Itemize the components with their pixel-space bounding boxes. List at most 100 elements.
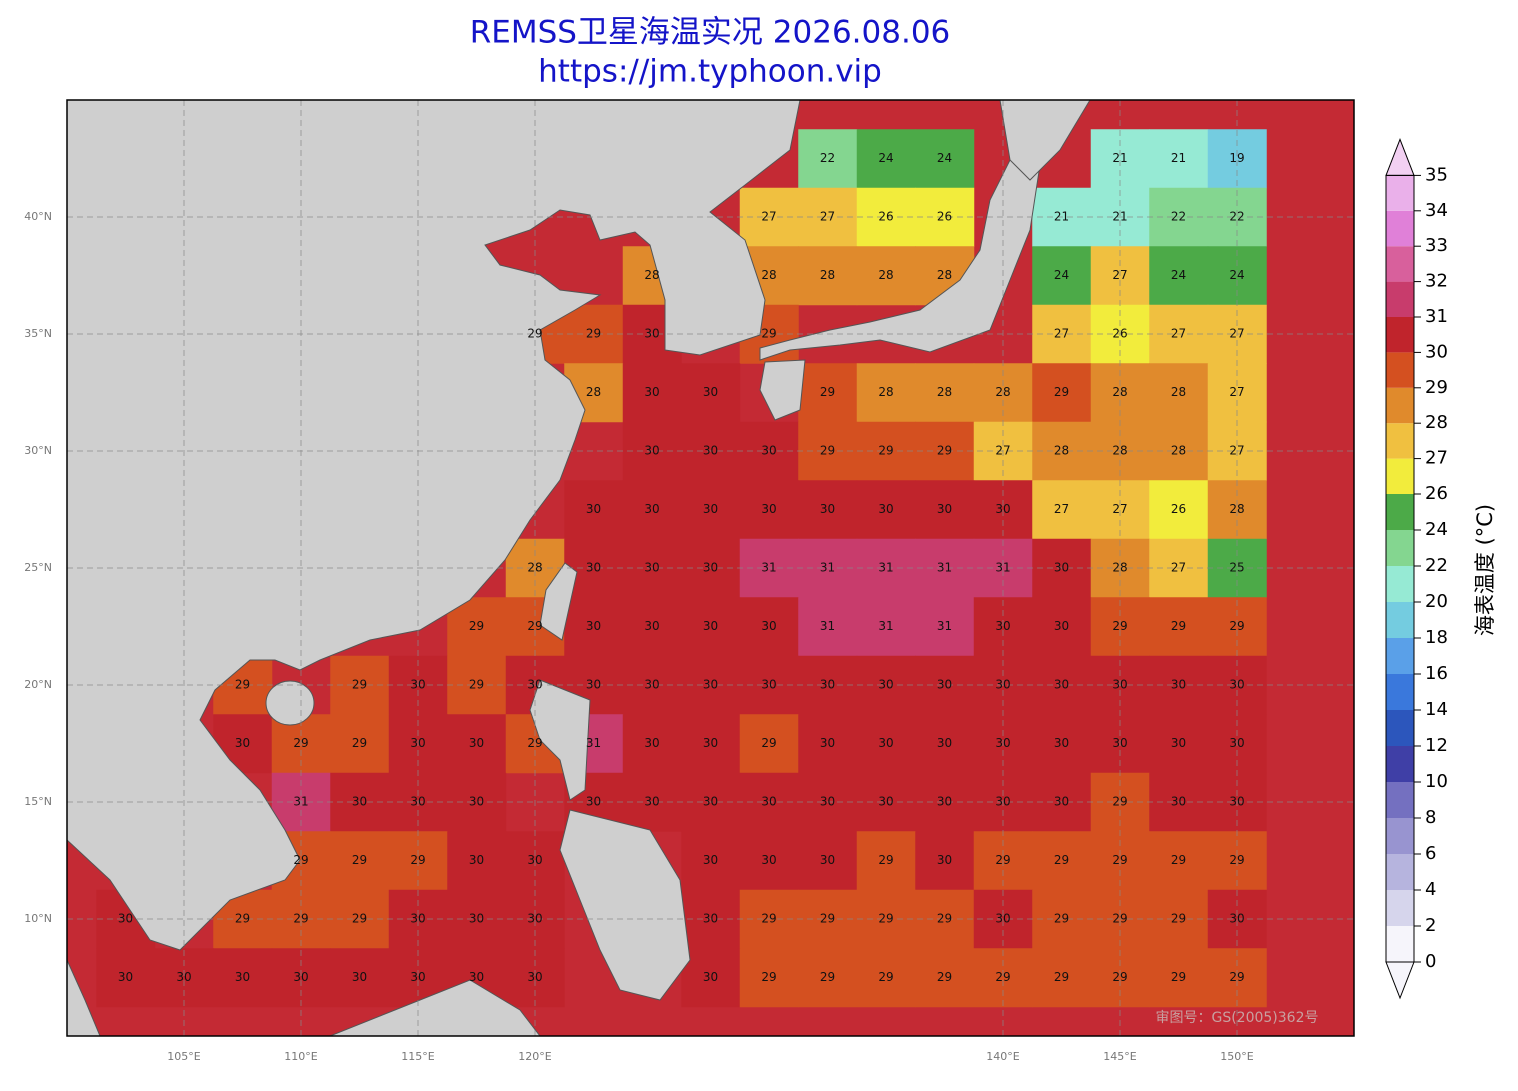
sst-label: 30 — [995, 795, 1010, 809]
sst-label: 30 — [527, 853, 542, 867]
colorbar-band — [1386, 890, 1414, 926]
sst-label: 30 — [118, 912, 133, 926]
sst-label: 29 — [352, 912, 367, 926]
sst-label: 30 — [1112, 678, 1127, 692]
sst-label: 30 — [410, 678, 425, 692]
colorbar-label: 海表温度 (°C) — [1473, 504, 1497, 636]
sst-label: 29 — [469, 619, 484, 633]
colorbar-band — [1386, 175, 1414, 211]
sst-cell — [1032, 948, 1092, 1008]
sst-cell — [739, 948, 799, 1008]
sst-cell — [915, 597, 975, 657]
sst-label: 29 — [878, 444, 893, 458]
sst-label: 30 — [644, 502, 659, 516]
sst-label: 31 — [937, 619, 952, 633]
sst-label: 30 — [410, 736, 425, 750]
map-axes: 105°E 110°E 115°E 120°E 140°E 145°E 150°E 10°N 1… — [24, 210, 1254, 1063]
sst-cell — [154, 948, 214, 1008]
sst-cell — [1207, 129, 1267, 189]
lat-tick-label: 20°N — [24, 678, 52, 691]
sst-cell — [1149, 948, 1209, 1008]
sst-label: 28 — [1112, 444, 1127, 458]
sst-cell — [856, 948, 916, 1008]
sst-cell — [681, 363, 741, 423]
sst-cell — [564, 597, 624, 657]
colorbar-extend-bottom — [1385, 961, 1415, 1000]
sst-cell — [798, 246, 858, 306]
sst-label: 30 — [937, 853, 952, 867]
malay — [67, 959, 101, 1036]
sst-label: 30 — [644, 385, 659, 399]
colorbar-band — [1386, 423, 1414, 459]
sst-label: 30 — [586, 561, 601, 575]
colorbar-tick-label: 28 — [1425, 412, 1448, 433]
colorbar-band — [1386, 854, 1414, 890]
sst-label: 28 — [527, 561, 542, 575]
sst-label: 27 — [820, 210, 835, 224]
sst-label: 30 — [820, 736, 835, 750]
colorbar-band — [1386, 602, 1414, 638]
sst-label: 29 — [878, 912, 893, 926]
sst-label: 21 — [1054, 210, 1069, 224]
sst-cell — [1149, 129, 1209, 189]
colorbar-tick-label: 24 — [1425, 519, 1448, 540]
sst-cell — [739, 480, 799, 540]
sst-label: 30 — [176, 970, 191, 984]
sst-label: 30 — [937, 736, 952, 750]
sst-cell — [915, 655, 975, 715]
sst-label: 30 — [1054, 795, 1069, 809]
borneo — [329, 979, 541, 1036]
colorbar-tick-label: 20 — [1425, 591, 1448, 612]
sst-cell — [856, 363, 916, 423]
sst-label: 30 — [644, 736, 659, 750]
sst-label: 28 — [586, 385, 601, 399]
sst-cell — [856, 246, 916, 306]
map: 22 24 24 21 21 19 27 27 26 26 21 21 22 22 28 28 28 28 28 24… — [67, 100, 1354, 1036]
sst-label: 29 — [995, 970, 1010, 984]
sst-label: 26 — [1171, 502, 1186, 516]
sst-label: 30 — [644, 561, 659, 575]
sst-label: 31 — [761, 561, 776, 575]
colorbar-band — [1386, 638, 1414, 674]
sst-label: 30 — [410, 795, 425, 809]
lon-tick-label: 105°E — [167, 1050, 200, 1063]
sst-cell — [856, 421, 916, 481]
sst-label: 30 — [761, 444, 776, 458]
sst-label: 30 — [703, 970, 718, 984]
sst-cell — [915, 772, 975, 832]
title: REMSS卫星海温实况 2026.08.06 — [470, 15, 951, 51]
sst-label: 28 — [644, 268, 659, 282]
sst-label: 29 — [293, 736, 308, 750]
sst-cell — [798, 363, 858, 423]
sst-cell — [739, 831, 799, 891]
sst-cell — [856, 831, 916, 891]
sst-cell — [915, 480, 975, 540]
sst-label: 27 — [1054, 502, 1069, 516]
sst-label: 29 — [937, 970, 952, 984]
sst-cell — [681, 714, 741, 774]
sst-cell — [856, 187, 916, 247]
sst-label: 28 — [995, 385, 1010, 399]
sst-cell — [856, 714, 916, 774]
colorbar-band — [1386, 926, 1414, 962]
sst-cell — [1149, 831, 1209, 891]
sst-cell — [330, 948, 390, 1008]
sst-label: 30 — [761, 678, 776, 692]
sst-label: 30 — [703, 619, 718, 633]
sst-label: 30 — [703, 736, 718, 750]
sst-label: 30 — [703, 385, 718, 399]
sst-cell — [271, 948, 331, 1008]
sst-cell — [622, 363, 682, 423]
sst-cell — [505, 889, 565, 949]
sst-label: 30 — [586, 502, 601, 516]
sst-label: 30 — [644, 444, 659, 458]
sst-label: 30 — [586, 678, 601, 692]
sst-label: 29 — [527, 619, 542, 633]
sst-label: 30 — [527, 678, 542, 692]
sst-label: 28 — [1054, 444, 1069, 458]
colorbar-band — [1386, 818, 1414, 854]
colorbar-tick-label: 31 — [1425, 306, 1448, 327]
sst-label: 28 — [1112, 561, 1127, 575]
sst-cell — [798, 831, 858, 891]
sst-label: 29 — [235, 678, 250, 692]
